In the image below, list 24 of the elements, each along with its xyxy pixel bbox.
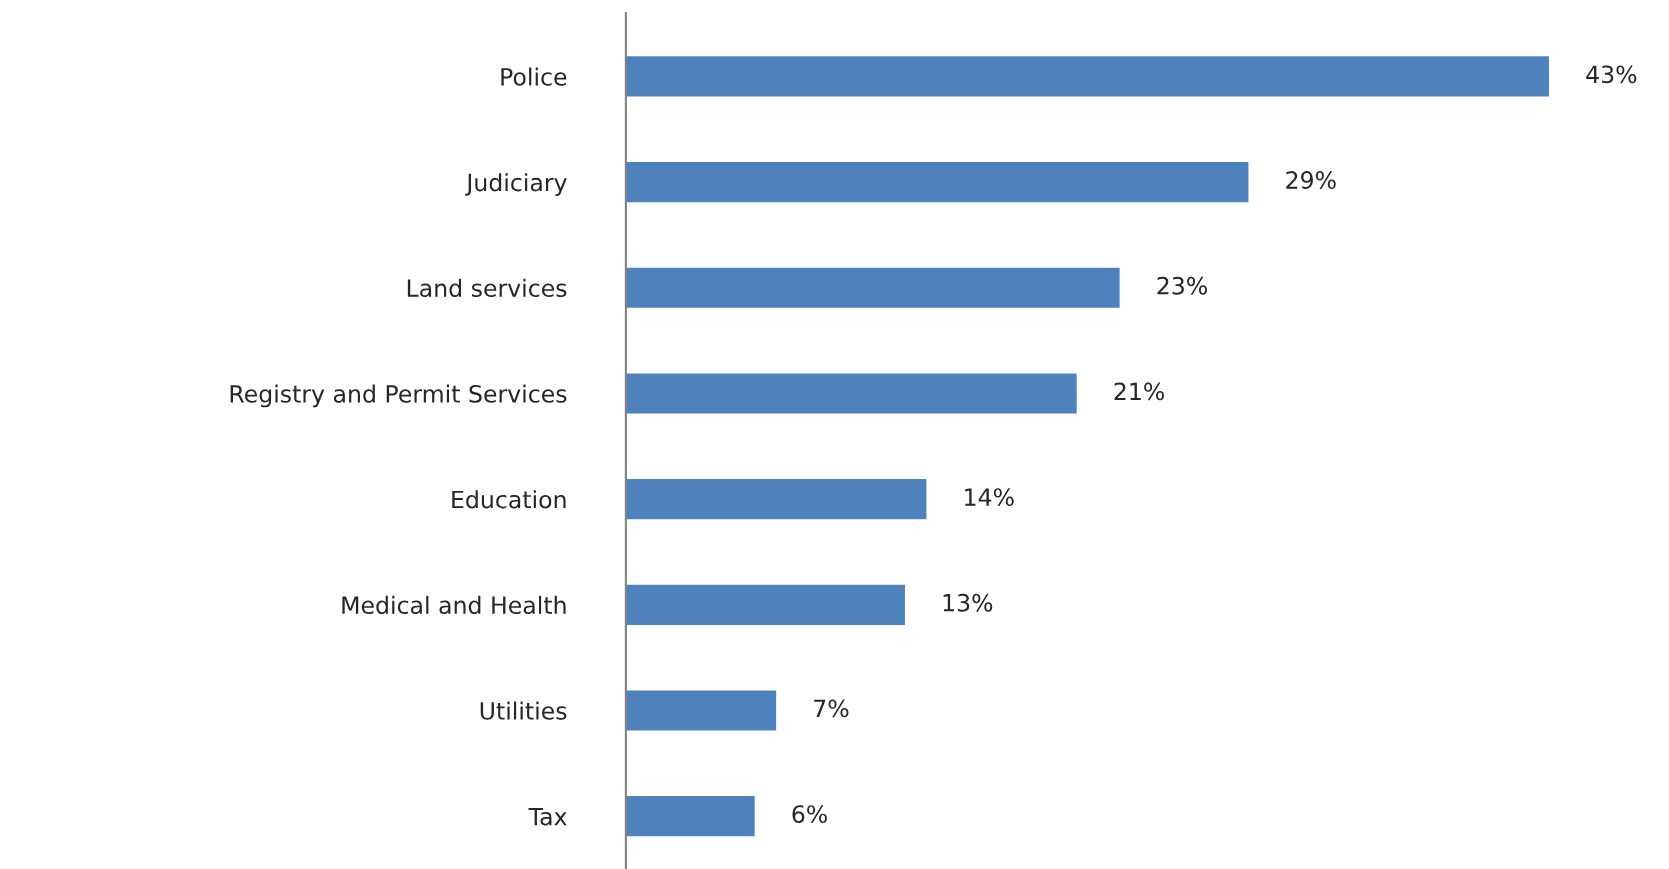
bar — [625, 267, 1120, 308]
data-label: 29% — [1286, 171, 1336, 189]
bar — [625, 162, 1249, 203]
bar — [625, 690, 777, 731]
data-label: 21% — [1114, 382, 1164, 401]
y-tick-label: Utilities — [480, 701, 567, 720]
y-tick-label: Tax — [528, 807, 567, 826]
y-tick-label: Judiciary — [465, 173, 567, 196]
y-tick-label: Education — [452, 490, 566, 509]
y-tick-label: Land services — [407, 278, 567, 298]
data-label: 13% — [943, 593, 993, 612]
y-tick-label: Registry and Permit Services — [230, 384, 567, 408]
bar — [625, 373, 1077, 414]
y-tick-label: Medical and Health — [342, 595, 566, 615]
bar — [625, 796, 755, 837]
bar — [625, 479, 927, 520]
bar — [625, 584, 905, 625]
data-label: 6% — [792, 805, 827, 824]
data-label: 23% — [1157, 276, 1207, 295]
bar — [625, 56, 1549, 97]
data-label: 43% — [1586, 65, 1637, 84]
data-label: 14% — [965, 488, 1014, 506]
data-label: 7% — [814, 699, 849, 718]
y-tick-label: Police — [501, 67, 567, 86]
